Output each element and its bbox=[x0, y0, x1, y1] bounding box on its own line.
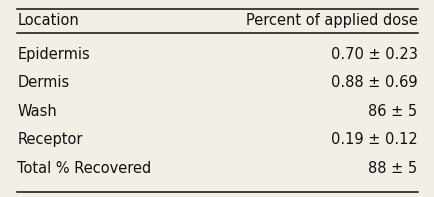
Text: 0.70 ± 0.23: 0.70 ± 0.23 bbox=[330, 47, 417, 62]
Text: Receptor: Receptor bbox=[17, 132, 83, 147]
Text: Dermis: Dermis bbox=[17, 75, 69, 90]
Text: Wash: Wash bbox=[17, 104, 57, 119]
Text: 0.19 ± 0.12: 0.19 ± 0.12 bbox=[330, 132, 417, 147]
Text: 86 ± 5: 86 ± 5 bbox=[368, 104, 417, 119]
Text: Location: Location bbox=[17, 13, 79, 28]
Text: Total % Recovered: Total % Recovered bbox=[17, 161, 151, 176]
Text: Percent of applied dose: Percent of applied dose bbox=[245, 13, 417, 28]
Text: Epidermis: Epidermis bbox=[17, 47, 90, 62]
Text: 88 ± 5: 88 ± 5 bbox=[368, 161, 417, 176]
Text: 0.88 ± 0.69: 0.88 ± 0.69 bbox=[330, 75, 417, 90]
